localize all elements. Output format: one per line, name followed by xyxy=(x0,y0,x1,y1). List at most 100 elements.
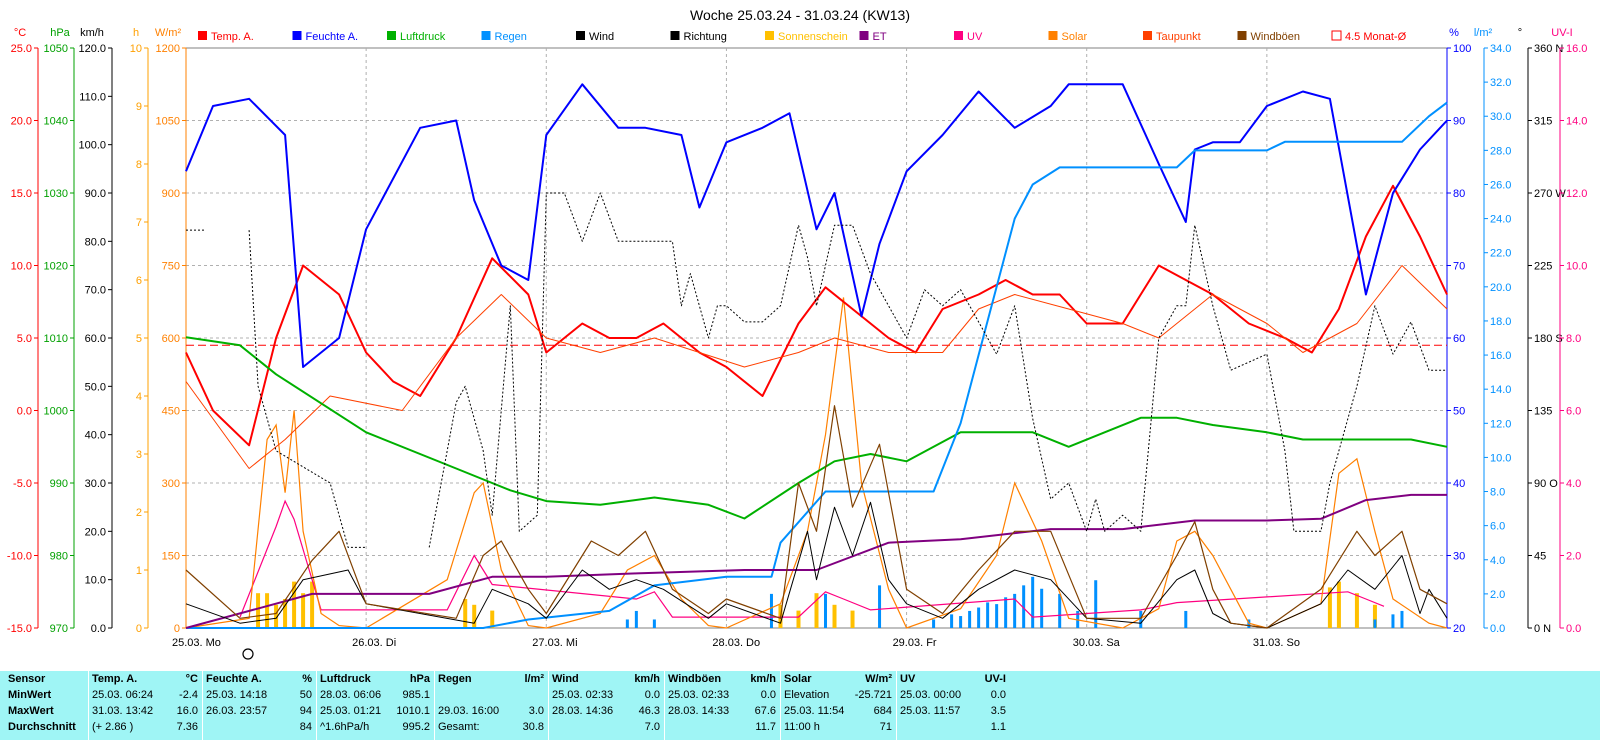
stats-value-row: 25.03. 11:57 3.5 xyxy=(900,705,1010,721)
tick-label: 2 xyxy=(136,507,142,519)
bar xyxy=(850,610,855,628)
stats-cell-time: 25.03. 11:54 xyxy=(784,705,845,717)
stats-cell-value: 0.0 xyxy=(990,689,1006,701)
tick-label: 0.0 xyxy=(91,623,106,635)
legend-item: Richtung xyxy=(670,31,727,43)
stats-cell-value: 3.0 xyxy=(528,705,544,717)
series-line xyxy=(185,405,1448,629)
tick-label: 1050 xyxy=(44,43,68,55)
tick-label: 32.0 xyxy=(1490,77,1511,89)
tick-label: 16.0 xyxy=(1490,350,1511,362)
series-luftdruck xyxy=(185,336,1448,520)
bar xyxy=(1184,610,1188,628)
bar xyxy=(463,599,468,628)
tick-label: 6.0 xyxy=(1490,521,1505,533)
stats-cell-value: 1010.1 xyxy=(396,705,430,717)
tick-label: 1200 xyxy=(156,43,180,55)
stats-block-header: Feuchte A.% xyxy=(206,673,316,689)
bar xyxy=(1004,597,1008,628)
stats-value-row: 31.03. 13:42 16.0 xyxy=(92,705,202,721)
legend-item: Taupunkt xyxy=(1143,31,1201,43)
bars-sonnenschein xyxy=(256,581,1377,628)
series-richtung xyxy=(186,192,1447,548)
tick-label: 3 xyxy=(136,449,142,461)
bar xyxy=(1372,604,1377,628)
tick-label: 180 S xyxy=(1534,333,1563,345)
stats-cell-time: 25.03. 06:24 xyxy=(92,689,154,701)
legend-label: UV xyxy=(967,31,983,43)
bar xyxy=(265,593,270,628)
legend-item: UV xyxy=(954,31,983,43)
tick-label: 10.0 xyxy=(11,261,32,273)
stats-cell-value: 84 xyxy=(299,721,312,733)
tick-label: 15.0 xyxy=(11,188,32,200)
stats-cell-value: 71 xyxy=(879,721,892,733)
stats-block-title: Luftdruck xyxy=(320,673,371,685)
bar xyxy=(1013,593,1017,628)
stats-value-row: Elevation -25.721 xyxy=(784,689,896,705)
stats-value-row: 28.03. 06:06 985.1 xyxy=(320,689,434,705)
stats-cell-value: 67.6 xyxy=(754,705,776,717)
bar xyxy=(968,610,972,628)
stats-value-row: 26.03. 23:57 94 xyxy=(206,705,316,721)
axis-unit-uv: UV-I xyxy=(1551,27,1572,39)
tick-label: 14.0 xyxy=(1566,116,1587,128)
tick-label: 100 xyxy=(1453,43,1471,55)
bar xyxy=(292,581,297,628)
legend-item: Luftdruck xyxy=(387,31,446,43)
tick-label: 600 xyxy=(162,333,180,345)
stats-block-unit: km/h xyxy=(750,673,776,685)
bar xyxy=(950,614,954,628)
x-tick-label: 27.03. Mi xyxy=(532,637,577,649)
stats-row-label: MaxWert xyxy=(8,705,54,717)
bar xyxy=(625,619,629,628)
tick-label: 80.0 xyxy=(85,236,106,248)
legend-label: Solar xyxy=(1062,31,1088,43)
bar xyxy=(283,599,288,628)
tick-label: 6 xyxy=(136,275,142,287)
tick-label: 1010 xyxy=(44,333,68,345)
tick-label: 12.0 xyxy=(1566,188,1587,200)
tick-label: 0 xyxy=(174,623,180,635)
stats-header: Sensor xyxy=(8,673,46,685)
stats-value-row: Gesamt: 30.8 xyxy=(438,721,548,737)
legend-item: Regen xyxy=(481,31,527,43)
stats-cell-value: 16.0 xyxy=(176,705,198,717)
bar xyxy=(796,610,801,628)
tick-label: 9 xyxy=(136,101,142,113)
stats-separator xyxy=(88,671,89,740)
series-wind xyxy=(185,501,1448,629)
stats-cell-time: 25.03. 14:18 xyxy=(206,689,268,701)
bar xyxy=(1400,610,1404,628)
bars-uv xyxy=(239,499,1385,618)
stats-block-header: UV UV-I xyxy=(900,673,1010,689)
legend-swatch xyxy=(1331,30,1342,41)
tick-label: 120.0 xyxy=(78,43,106,55)
stats-cell-time: 28.03. 06:06 xyxy=(320,689,382,701)
stats-cell-value: 46.3 xyxy=(638,705,660,717)
legend-swatch xyxy=(576,31,585,40)
stats-value-row: 28.03. 14:36 46.3 xyxy=(552,705,664,721)
tick-label: 30 xyxy=(1453,551,1465,563)
x-tick-label: 28.03. Do xyxy=(712,637,760,649)
legend-label: Taupunkt xyxy=(1156,31,1201,43)
legend-label: 4.5 Monat-Ø xyxy=(1345,31,1407,43)
stats-value-row: 11:00 h 71 xyxy=(784,721,896,737)
marker-circle xyxy=(242,648,254,660)
x-tick-label: 29.03. Fr xyxy=(893,637,937,649)
stats-cell-time: Gesamt: xyxy=(438,721,480,733)
series-line xyxy=(186,192,1447,548)
tick-label: 20.0 xyxy=(1490,282,1511,294)
tick-label: -15.0 xyxy=(7,623,32,635)
tick-label: 20.0 xyxy=(85,526,106,538)
tick-label: 26.0 xyxy=(1490,179,1511,191)
tick-label: 5 xyxy=(136,333,142,345)
bar xyxy=(1040,588,1044,628)
tick-label: 900 xyxy=(162,188,180,200)
stats-cell-time: 25.03. 02:33 xyxy=(552,689,614,701)
stats-value-row xyxy=(438,689,548,705)
stats-block-title: UV xyxy=(900,673,916,685)
stats-block: Windböen km/h 25.03. 02:33 0.0 28.03. 14:33 6… xyxy=(668,671,780,740)
stats-cell-time: 11:00 h xyxy=(784,721,820,733)
legend-swatch xyxy=(954,31,963,40)
